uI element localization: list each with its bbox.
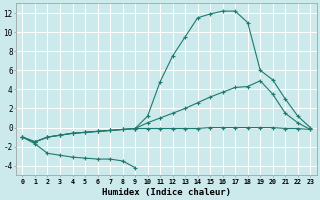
X-axis label: Humidex (Indice chaleur): Humidex (Indice chaleur) bbox=[102, 188, 231, 197]
